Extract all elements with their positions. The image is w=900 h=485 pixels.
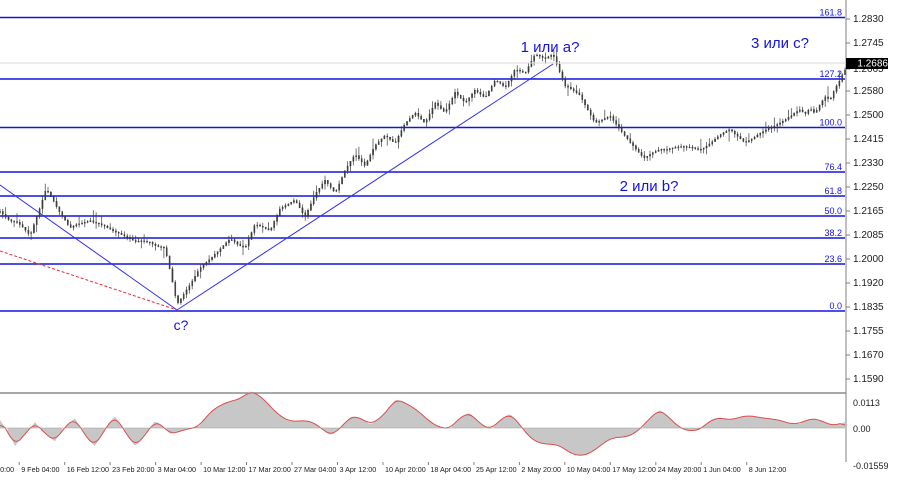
svg-text:17 Mar 20:00: 17 Mar 20:00 bbox=[249, 465, 291, 474]
svg-text:127.2: 127.2 bbox=[819, 69, 842, 79]
svg-text:1.2415: 1.2415 bbox=[853, 134, 884, 145]
svg-text:9 Feb 04:00: 9 Feb 04:00 bbox=[21, 465, 59, 474]
svg-text:1.2500: 1.2500 bbox=[853, 110, 884, 121]
svg-text:1.2580: 1.2580 bbox=[853, 86, 884, 97]
svg-text:161.8: 161.8 bbox=[819, 8, 842, 18]
svg-text:1 или a?: 1 или a? bbox=[521, 39, 580, 56]
svg-text:c?: c? bbox=[174, 317, 189, 333]
svg-text:-0.01559: -0.01559 bbox=[853, 461, 889, 471]
svg-text:27 Mar 04:00: 27 Mar 04:00 bbox=[294, 465, 336, 474]
svg-text:1.2000: 1.2000 bbox=[853, 254, 884, 265]
svg-text:1.2250: 1.2250 bbox=[853, 182, 884, 193]
svg-text:25 Apr 12:00: 25 Apr 12:00 bbox=[476, 465, 517, 474]
svg-text:24 May 20:00: 24 May 20:00 bbox=[658, 465, 702, 474]
svg-text:1.1835: 1.1835 bbox=[853, 302, 884, 313]
svg-text:2 Feb 20:00: 2 Feb 20:00 bbox=[0, 465, 14, 474]
svg-text:1.1920: 1.1920 bbox=[853, 278, 884, 289]
svg-text:3 или c?: 3 или c? bbox=[751, 35, 809, 52]
svg-text:1.2745: 1.2745 bbox=[853, 38, 884, 49]
svg-text:8 Jun 12:00: 8 Jun 12:00 bbox=[749, 465, 787, 474]
svg-text:61.8: 61.8 bbox=[824, 186, 842, 196]
svg-text:1.2330: 1.2330 bbox=[853, 158, 884, 169]
svg-text:23.6: 23.6 bbox=[824, 254, 842, 264]
svg-text:1.2830: 1.2830 bbox=[853, 14, 884, 25]
svg-text:10 Mar 12:00: 10 Mar 12:00 bbox=[203, 465, 245, 474]
svg-text:1.1590: 1.1590 bbox=[853, 374, 884, 385]
svg-text:3 Apr 12:00: 3 Apr 12:00 bbox=[340, 465, 377, 474]
svg-text:17 May 12:00: 17 May 12:00 bbox=[612, 465, 656, 474]
svg-text:10 Apr 20:00: 10 Apr 20:00 bbox=[385, 465, 426, 474]
svg-text:16 Feb 12:00: 16 Feb 12:00 bbox=[67, 465, 109, 474]
svg-text:10 May 04:00: 10 May 04:00 bbox=[567, 465, 611, 474]
svg-text:23 Feb 20:00: 23 Feb 20:00 bbox=[112, 465, 154, 474]
svg-text:1.2165: 1.2165 bbox=[853, 206, 884, 217]
svg-text:0.0: 0.0 bbox=[829, 301, 842, 311]
svg-text:1.2085: 1.2085 bbox=[853, 230, 884, 241]
svg-text:1.1755: 1.1755 bbox=[853, 326, 884, 337]
svg-text:0.0113: 0.0113 bbox=[853, 398, 880, 408]
svg-text:50.0: 50.0 bbox=[824, 206, 842, 216]
svg-text:76.4: 76.4 bbox=[824, 162, 842, 172]
svg-text:3 Mar 04:00: 3 Mar 04:00 bbox=[158, 465, 196, 474]
svg-text:2 или b?: 2 или b? bbox=[620, 178, 679, 195]
svg-text:1 Jun 04:00: 1 Jun 04:00 bbox=[703, 465, 741, 474]
svg-text:1.1670: 1.1670 bbox=[853, 350, 884, 361]
svg-text:18 Apr 04:00: 18 Apr 04:00 bbox=[430, 465, 471, 474]
svg-text:38.2: 38.2 bbox=[824, 228, 842, 238]
svg-text:100.0: 100.0 bbox=[819, 118, 842, 128]
svg-text:2 May 20:00: 2 May 20:00 bbox=[521, 465, 561, 474]
svg-text:1.2686: 1.2686 bbox=[857, 59, 888, 70]
svg-text:0.00: 0.00 bbox=[853, 424, 871, 434]
